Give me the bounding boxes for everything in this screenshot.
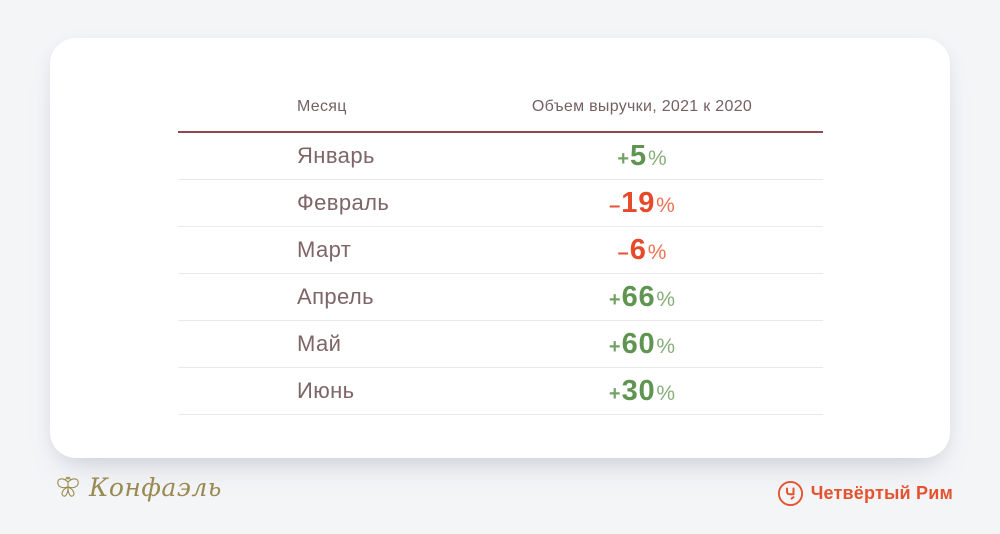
- delta-sign: +: [608, 335, 621, 358]
- delta-sign: –: [617, 241, 629, 264]
- percent-symbol: %: [647, 240, 667, 264]
- table-row: Март – 6 %: [178, 227, 823, 274]
- phone-circle-icon: [777, 480, 804, 507]
- delta-number: 19: [621, 186, 656, 219]
- revenue-table-card: Месяц Объем выручки, 2021 к 2020 Январь …: [50, 38, 950, 458]
- month-cell: Июнь: [297, 378, 355, 403]
- percent-symbol: %: [656, 193, 675, 217]
- percent-symbol: %: [656, 334, 676, 358]
- revenue-delta-cell: + 5 %: [461, 140, 823, 173]
- revenue-delta-cell: – 19 %: [461, 187, 823, 220]
- column-header-revenue: Объем выручки, 2021 к 2020: [531, 98, 753, 115]
- delta-number: 60: [621, 327, 656, 360]
- delta-number: 30: [621, 374, 656, 407]
- delta-number: 5: [630, 139, 647, 172]
- month-cell: Май: [297, 331, 342, 356]
- table-row: Май + 60 %: [178, 321, 823, 368]
- table-row: Апрель + 66 %: [178, 274, 823, 321]
- revenue-delta-cell: + 30 %: [461, 375, 823, 408]
- delta-sign: –: [609, 194, 621, 217]
- month-cell: Март: [297, 237, 352, 262]
- percent-symbol: %: [656, 287, 676, 311]
- butterfly-icon: [54, 474, 82, 501]
- chetvyorty-rim-brand-logo: Четвёртый Рим: [777, 480, 953, 507]
- revenue-delta-cell: – 6 %: [461, 234, 823, 267]
- delta-sign: +: [617, 147, 630, 170]
- delta-number: 66: [621, 280, 656, 313]
- konfael-brand-logo: Конфаэль: [54, 473, 222, 502]
- delta-sign: +: [608, 288, 621, 311]
- delta-number: 6: [629, 233, 647, 266]
- column-header-month: Месяц: [297, 98, 347, 115]
- table-header-row: Месяц Объем выручки, 2021 к 2020: [178, 38, 823, 133]
- revenue-delta-cell: + 60 %: [461, 328, 823, 361]
- month-cell: Январь: [297, 143, 375, 168]
- revenue-delta-cell: + 66 %: [461, 281, 823, 314]
- revenue-table: Месяц Объем выручки, 2021 к 2020 Январь …: [178, 38, 823, 415]
- percent-symbol: %: [656, 381, 676, 405]
- table-row: Февраль – 19 %: [178, 180, 823, 227]
- brand-name-left: Конфаэль: [89, 473, 222, 502]
- brand-name-right: Четвёртый Рим: [810, 483, 953, 503]
- table-row: Январь + 5 %: [178, 133, 823, 180]
- delta-sign: +: [608, 382, 621, 405]
- month-cell: Апрель: [297, 284, 375, 309]
- month-cell: Февраль: [297, 190, 390, 215]
- percent-symbol: %: [647, 146, 667, 170]
- table-row: Июнь + 30 %: [178, 368, 823, 415]
